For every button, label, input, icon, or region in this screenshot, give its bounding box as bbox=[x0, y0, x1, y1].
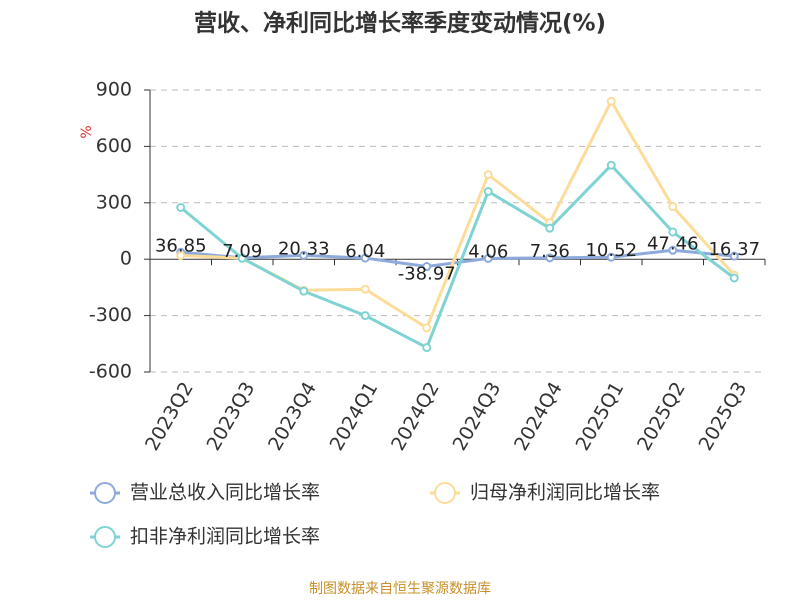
y-axis-label: % bbox=[79, 125, 95, 138]
legend-label: 营业总收入同比增长率 bbox=[130, 482, 320, 504]
data-label: 6.04 bbox=[345, 241, 385, 262]
y-tick-label: 900 bbox=[96, 79, 132, 101]
y-tick-label: 300 bbox=[96, 191, 132, 213]
chart-title: 营收、净利同比增长率季度变动情况(%) bbox=[194, 10, 606, 37]
data-point bbox=[360, 253, 370, 263]
data-point bbox=[668, 227, 678, 237]
data-point bbox=[422, 343, 432, 353]
data-point bbox=[299, 250, 309, 260]
data-label: 10.52 bbox=[585, 240, 637, 261]
data-point bbox=[483, 253, 493, 263]
x-tick-label: 2024Q1 bbox=[326, 378, 383, 454]
x-tick-label: 2025Q2 bbox=[633, 378, 690, 454]
data-point bbox=[545, 253, 555, 263]
data-point bbox=[360, 311, 370, 321]
data-point bbox=[422, 262, 432, 272]
data-point bbox=[299, 286, 309, 296]
legend-label: 归母净利润同比增长率 bbox=[470, 482, 660, 504]
x-tick-label: 2025Q3 bbox=[695, 378, 752, 454]
x-tick-label: 2023Q3 bbox=[203, 378, 260, 454]
series-line bbox=[180, 248, 735, 269]
data-point bbox=[668, 245, 678, 255]
data-point bbox=[729, 251, 739, 261]
x-tick-label: 2023Q4 bbox=[264, 378, 321, 454]
data-point bbox=[176, 203, 186, 212]
data-point bbox=[483, 187, 493, 197]
data-point bbox=[360, 284, 370, 294]
data-point bbox=[545, 223, 555, 233]
y-tick-label: 600 bbox=[96, 135, 132, 157]
data-point bbox=[606, 160, 616, 170]
series-line bbox=[179, 163, 736, 350]
data-label: 7.09 bbox=[222, 241, 262, 262]
y-tick-label: -600 bbox=[89, 361, 132, 383]
data-label: 16.37 bbox=[708, 239, 760, 260]
data-point bbox=[606, 252, 616, 262]
data-point bbox=[668, 202, 678, 212]
y-tick-label: 0 bbox=[120, 248, 132, 270]
data-point bbox=[176, 250, 186, 260]
legend-label: 扣非净利润同比增长率 bbox=[130, 526, 320, 548]
data-point bbox=[483, 170, 493, 180]
data-label: 7.36 bbox=[530, 241, 570, 262]
legend-marker bbox=[94, 526, 116, 548]
series-line bbox=[180, 98, 736, 331]
data-label: 47.46 bbox=[647, 233, 699, 254]
x-tick-label: 2024Q2 bbox=[387, 378, 444, 454]
legend-marker bbox=[94, 482, 116, 504]
data-point bbox=[237, 253, 247, 263]
x-tick-label: 2024Q4 bbox=[510, 378, 567, 454]
legend-marker bbox=[434, 482, 456, 504]
x-tick-label: 2023Q2 bbox=[141, 378, 198, 454]
data-label: -38.97 bbox=[398, 264, 456, 285]
x-tick-label: 2025Q1 bbox=[572, 378, 629, 454]
data-point bbox=[729, 273, 739, 283]
data-label: 4.06 bbox=[468, 241, 508, 262]
data-point bbox=[422, 323, 432, 333]
data-point bbox=[606, 96, 616, 106]
data-label: 20.33 bbox=[278, 238, 330, 259]
y-tick-label: -300 bbox=[89, 304, 132, 326]
source-note: 制图数据来自恒生聚源数据库 bbox=[309, 581, 491, 597]
data-label: 36.85 bbox=[155, 235, 207, 256]
x-tick-label: 2024Q3 bbox=[449, 378, 506, 454]
